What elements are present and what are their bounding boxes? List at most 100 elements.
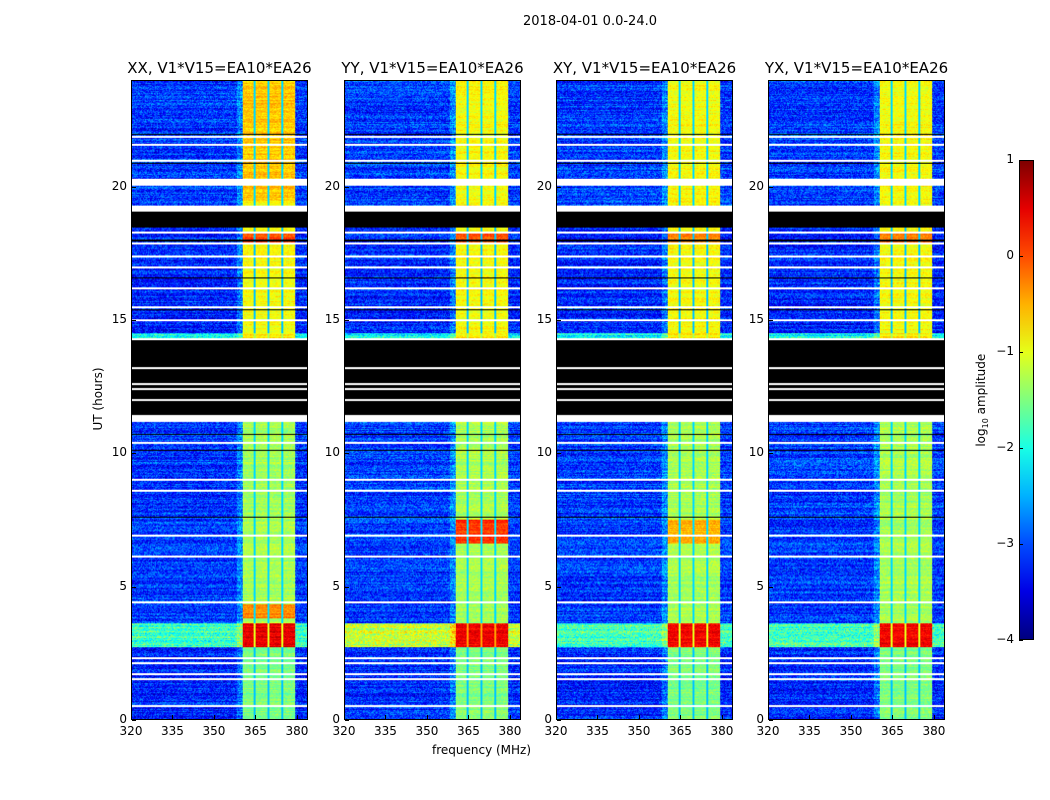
y-tick-mark (132, 586, 136, 588)
colorbar-tick-mark (1019, 448, 1023, 449)
x-tick-label: 335 (586, 724, 609, 738)
y-tick-label: 15 (748, 312, 764, 326)
panel-title-4: YX, V1*V15=EA10*EA26 (764, 59, 949, 77)
y-tick-label: 0 (544, 712, 552, 726)
y-tick-label: 0 (119, 712, 127, 726)
x-tick-mark (892, 715, 894, 719)
y-tick-label: 10 (111, 445, 127, 460)
x-tick-mark (385, 715, 387, 719)
y-tick-mark (345, 720, 349, 721)
x-tick-mark (721, 715, 723, 719)
colorbar-tick-mark (1019, 544, 1023, 545)
colorbar (1019, 160, 1034, 640)
heatmap-panel-4 (768, 80, 945, 720)
colorbar-tick-mark (1019, 160, 1023, 161)
x-tick-label: 350 (627, 724, 651, 738)
x-tick-mark (638, 715, 640, 719)
y-tick-mark (557, 453, 561, 455)
x-tick-label: 350 (839, 724, 863, 738)
x-tick-mark (296, 715, 298, 719)
x-tick-label: 365 (457, 724, 480, 738)
x-tick-label: 380 (285, 724, 309, 738)
colorbar-label-rest: amplitude (973, 353, 988, 419)
x-tick-mark (468, 715, 470, 719)
colorbar-tick-label: 1 (1006, 152, 1014, 166)
x-tick-label: 365 (881, 724, 904, 738)
y-tick-label: 5 (544, 578, 552, 593)
y-tick-mark (769, 186, 773, 188)
panel-title-3: XY, V1*V15=EA10*EA26 (552, 59, 737, 77)
colorbar-tick-label: 0 (1006, 248, 1014, 262)
y-tick-label: 20 (748, 178, 764, 193)
x-tick-label: 320 (332, 724, 356, 738)
x-tick-label: 365 (244, 724, 267, 738)
y-tick-mark (132, 453, 136, 455)
x-tick-label: 320 (119, 724, 143, 738)
x-tick-label: 380 (498, 724, 522, 738)
colorbar-tick-mark (1019, 352, 1023, 353)
x-tick-mark (680, 715, 682, 719)
x-axis-label: frequency (MHz) (432, 743, 532, 757)
y-tick-mark (769, 453, 773, 455)
x-tick-label: 350 (415, 724, 439, 738)
colorbar-label-main: log (973, 428, 988, 447)
y-tick-label: 10 (324, 445, 340, 460)
x-tick-mark (597, 715, 599, 719)
y-tick-label: 10 (748, 445, 764, 460)
y-axis-label: UT (hours) (91, 367, 105, 431)
x-tick-mark (213, 715, 215, 719)
figure-title: 2018-04-01 0.0-24.0 (523, 14, 657, 29)
y-tick-mark (345, 186, 349, 188)
y-tick-label: 15 (111, 312, 127, 326)
colorbar-tick-mark (1019, 640, 1023, 641)
y-tick-mark (557, 586, 561, 588)
y-tick-mark (132, 720, 136, 721)
x-tick-label: 365 (669, 724, 692, 738)
y-tick-label: 10 (536, 445, 552, 460)
heatmap-panel-1 (131, 80, 308, 720)
x-tick-label: 380 (922, 724, 946, 738)
x-tick-label: 335 (374, 724, 397, 738)
y-tick-label: 5 (756, 578, 764, 593)
x-tick-mark (768, 715, 769, 719)
colorbar-label-sub: 10 (981, 418, 991, 429)
panel-title-1: XX, V1*V15=EA10*EA26 (127, 59, 312, 77)
heatmap-cells (132, 81, 307, 719)
x-tick-mark (426, 715, 428, 719)
x-tick-mark (809, 715, 811, 719)
x-tick-mark (172, 715, 174, 719)
x-tick-label: 335 (161, 724, 184, 738)
x-tick-mark (933, 715, 935, 719)
y-tick-mark (132, 320, 136, 321)
x-tick-label: 350 (202, 724, 226, 738)
x-tick-mark (344, 715, 345, 719)
x-tick-mark (255, 715, 257, 719)
colorbar-label: log10 amplitude (974, 350, 990, 450)
x-tick-mark (556, 715, 557, 719)
colorbar-tick-mark (1019, 256, 1023, 257)
y-tick-label: 20 (536, 178, 552, 193)
y-tick-label: 5 (119, 578, 127, 593)
colorbar-tick-label: −3 (996, 536, 1014, 550)
y-tick-mark (769, 720, 773, 721)
y-tick-mark (132, 186, 136, 188)
heatmap-cells (345, 81, 520, 719)
heatmap-cells (769, 81, 944, 719)
y-tick-mark (345, 320, 349, 321)
y-tick-label: 20 (324, 178, 340, 193)
x-tick-label: 380 (710, 724, 734, 738)
y-tick-mark (345, 453, 349, 455)
y-tick-mark (557, 720, 561, 721)
heatmap-panel-2 (344, 80, 521, 720)
y-tick-label: 15 (324, 312, 340, 326)
y-tick-mark (345, 586, 349, 588)
x-tick-mark (131, 715, 132, 719)
y-tick-label: 0 (332, 712, 340, 726)
x-tick-label: 320 (756, 724, 780, 738)
y-tick-label: 5 (332, 578, 340, 593)
x-tick-label: 335 (798, 724, 821, 738)
heatmap-cells (557, 81, 732, 719)
y-tick-mark (769, 586, 773, 588)
y-tick-label: 20 (111, 178, 127, 193)
y-tick-mark (557, 320, 561, 321)
